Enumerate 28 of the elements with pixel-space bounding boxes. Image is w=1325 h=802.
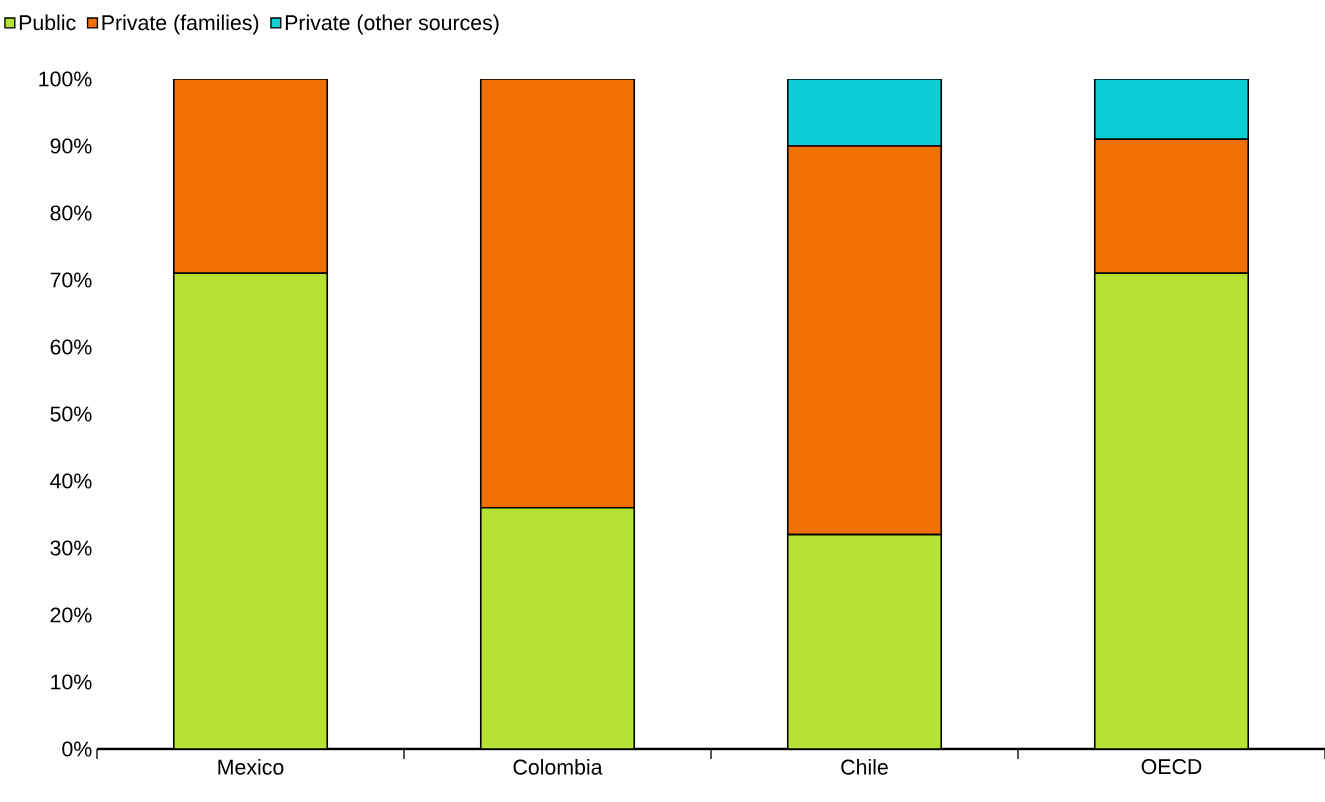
x-tick-label: OECD	[1141, 759, 1202, 775]
bar	[172, 272, 329, 749]
bar	[786, 533, 943, 749]
bar	[1093, 272, 1250, 749]
legend-label: Private (families)	[102, 14, 259, 35]
y-tick-label: 90%	[50, 138, 92, 154]
y-tick-label: 40%	[50, 473, 92, 489]
legend-label: Private (other sources)	[285, 14, 499, 35]
bar	[786, 145, 943, 536]
y-tick-label: 70%	[50, 272, 92, 288]
x-tick-label: Chile	[841, 759, 888, 775]
bar	[479, 78, 636, 509]
bar	[1093, 78, 1250, 141]
bar	[786, 78, 943, 147]
y-tick-label: 0%	[62, 741, 92, 757]
y-tick-label: 60%	[50, 339, 92, 355]
y-tick-label: 50%	[50, 406, 92, 422]
x-tick-label: Mexico	[218, 759, 284, 775]
legend-label: Public	[19, 14, 76, 31]
bar	[1093, 138, 1250, 275]
y-tick-label: 80%	[50, 205, 92, 221]
y-tick-label: 20%	[50, 607, 92, 623]
bar	[479, 506, 636, 749]
y-tick-label: 100%	[39, 71, 92, 87]
y-tick-label: 10%	[51, 674, 92, 690]
y-tick-label: 30%	[50, 540, 92, 556]
bar	[172, 78, 329, 275]
x-tick-label: Colombia	[513, 759, 603, 775]
